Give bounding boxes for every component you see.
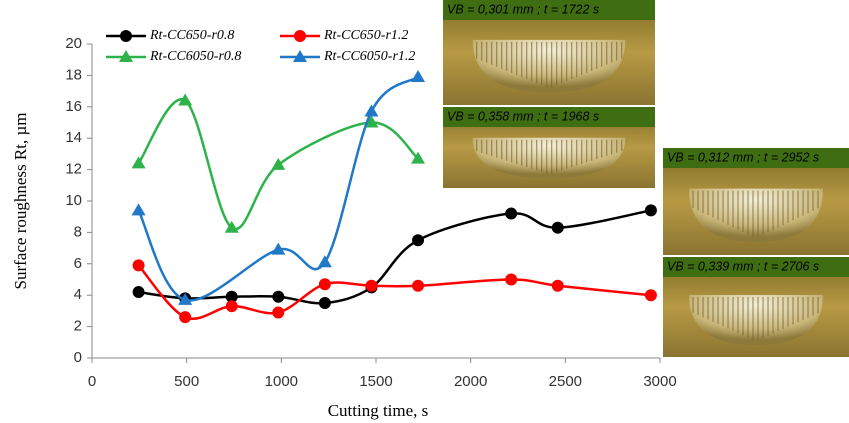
legend-item: Rt-CC6050-r1.2 <box>280 49 415 64</box>
legend-label: Rt-CC650-r1.2 <box>323 28 408 43</box>
inset-caption: VB = 0,358 mm ; t = 1968 s <box>447 109 599 123</box>
legend-label: Rt-CC6050-r0.8 <box>149 49 241 64</box>
marker <box>551 221 564 234</box>
y-tick-label: 8 <box>74 223 82 240</box>
inset-photo: VB = 0,339 mm ; t = 2706 s <box>663 257 849 357</box>
marker <box>178 93 193 106</box>
y-axis-title: Surface roughness Rt, µm <box>11 113 30 290</box>
marker <box>225 290 238 303</box>
legend-label: Rt-CC6050-r1.2 <box>323 49 415 64</box>
marker <box>131 156 146 169</box>
marker <box>364 115 379 128</box>
x-tick-label: 2500 <box>549 373 582 390</box>
marker <box>318 278 331 291</box>
legend-marker <box>294 30 306 42</box>
x-axis-title: Cutting time, s <box>328 401 429 420</box>
marker <box>505 273 518 286</box>
y-tick-label: 0 <box>74 349 82 366</box>
y-tick-label: 10 <box>65 192 82 209</box>
y-tick-label: 6 <box>74 255 82 272</box>
marker <box>132 286 145 299</box>
marker <box>317 255 332 268</box>
x-tick-label: 500 <box>174 373 199 390</box>
marker <box>132 259 145 272</box>
marker <box>272 290 285 303</box>
inset-caption: VB = 0,312 mm ; t = 2952 s <box>667 150 819 164</box>
marker <box>224 220 239 233</box>
marker <box>505 207 518 220</box>
y-tick-label: 20 <box>65 35 82 52</box>
marker <box>178 292 193 305</box>
legend-marker <box>293 50 307 62</box>
series-line <box>137 75 419 302</box>
legend-marker <box>120 30 132 42</box>
marker <box>411 69 426 82</box>
marker <box>179 311 192 324</box>
marker <box>272 306 285 319</box>
x-tick-label: 1000 <box>265 373 298 390</box>
photo-band <box>663 257 849 277</box>
marker <box>225 300 238 313</box>
inset-caption: VB = 0,339 mm ; t = 2706 s <box>667 259 819 273</box>
x-tick-label: 2000 <box>454 373 487 390</box>
series-line <box>137 264 652 320</box>
marker <box>644 289 657 302</box>
y-tick-label: 12 <box>65 161 82 178</box>
marker <box>412 234 425 247</box>
y-tick-label: 4 <box>74 286 82 303</box>
x-tick-label: 3000 <box>643 373 676 390</box>
marker <box>551 279 564 292</box>
legend-item: Rt-CC650-r0.8 <box>106 28 234 43</box>
marker <box>271 157 286 170</box>
marker <box>644 204 657 217</box>
marker <box>411 151 426 164</box>
legend-marker <box>119 50 133 62</box>
x-tick-label: 0 <box>88 373 96 390</box>
photo-band <box>663 148 849 168</box>
marker <box>365 279 378 292</box>
legend-label: Rt-CC650-r0.8 <box>149 28 234 43</box>
y-tick-label: 14 <box>65 129 82 146</box>
legend-item: Rt-CC650-r1.2 <box>280 28 408 43</box>
inset-photo: VB = 0,301 mm ; t = 1722 s <box>443 0 655 105</box>
marker <box>271 242 286 255</box>
marker <box>318 297 331 310</box>
marker <box>131 203 146 216</box>
legend-item: Rt-CC6050-r0.8 <box>106 49 241 64</box>
marker <box>412 279 425 292</box>
inset-photo: VB = 0,358 mm ; t = 1968 s <box>443 107 655 188</box>
x-tick-label: 1500 <box>359 373 392 390</box>
inset-caption: VB = 0,301 mm ; t = 1722 s <box>447 2 599 16</box>
photo-band <box>443 0 655 20</box>
photo-band <box>443 107 655 127</box>
y-tick-label: 2 <box>74 318 82 335</box>
y-tick-label: 18 <box>65 66 82 83</box>
marker <box>364 104 379 117</box>
y-tick-label: 16 <box>65 98 82 115</box>
series-line <box>138 209 652 305</box>
inset-photo: VB = 0,312 mm ; t = 2952 s <box>663 148 849 255</box>
